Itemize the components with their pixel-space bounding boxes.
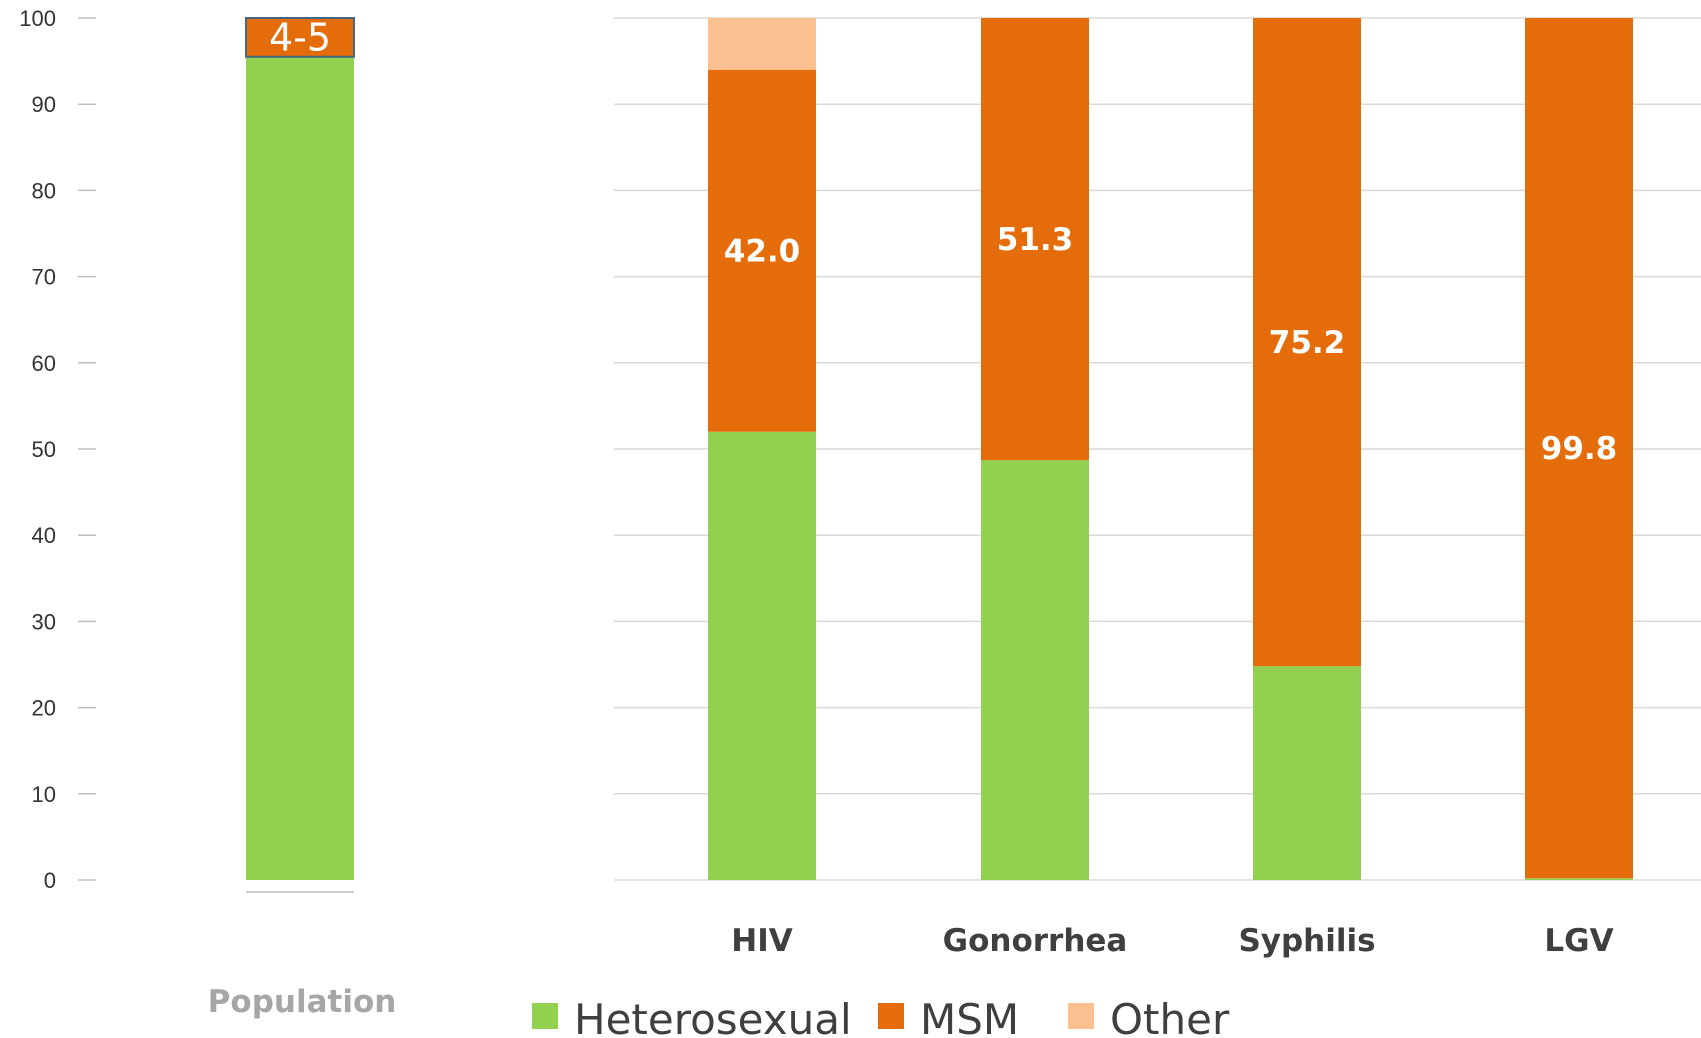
- legend-label: MSM: [920, 995, 1019, 1038]
- data-label: 99.8: [1541, 431, 1618, 467]
- y-tick-label: 90: [32, 92, 56, 117]
- bar-segment-msm: [1253, 18, 1361, 667]
- legend-swatch: [532, 1003, 558, 1029]
- y-tick-label: 60: [32, 351, 56, 376]
- bar-segment-msm: [708, 69, 816, 432]
- y-tick-label: 30: [32, 609, 56, 634]
- category-label: Syphilis: [1238, 923, 1375, 959]
- category-label: HIV: [731, 923, 792, 959]
- data-labels: 4-5 42.0 51.3 75.2 99.8: [269, 15, 1617, 467]
- data-label: 75.2: [1269, 325, 1346, 361]
- y-tick-label: 70: [32, 265, 56, 290]
- category-label: LGV: [1544, 923, 1613, 959]
- bar-segment-heterosexual: [708, 431, 816, 880]
- bars: [245, 17, 1633, 893]
- legend-label: Heterosexual: [574, 995, 852, 1038]
- legend: Heterosexual MSM Other: [532, 995, 1230, 1038]
- legend-swatch: [878, 1003, 904, 1029]
- y-tick-label: 100: [19, 6, 56, 31]
- bar-segment-heterosexual: [1253, 666, 1361, 880]
- bar-segment-heterosexual: [1525, 878, 1633, 880]
- y-tick-label: 0: [44, 868, 56, 893]
- x-axis: Population HIV Gonorrhea Syphilis LGV: [208, 923, 1614, 1020]
- category-label: Gonorrhea: [943, 923, 1128, 959]
- y-tick-label: 80: [32, 178, 56, 203]
- bar-segment-msm: [981, 18, 1089, 461]
- population-data-label: 4-5: [269, 15, 331, 59]
- y-tick-label: 50: [32, 437, 56, 462]
- population-category-label: Population: [208, 984, 397, 1020]
- bar-segment-other: [708, 18, 816, 70]
- population-bar-segment: [245, 17, 355, 58]
- y-tick-label: 40: [32, 523, 56, 548]
- y-axis: 0 10 20 30 40 50 60 70 80 90 100: [19, 6, 96, 893]
- y-tick-label: 20: [32, 696, 56, 721]
- bar-segment-heterosexual: [981, 460, 1089, 880]
- y-tick-label: 10: [32, 782, 56, 807]
- data-label: 51.3: [997, 222, 1074, 258]
- legend-label: Other: [1110, 995, 1230, 1038]
- data-label: 42.0: [724, 234, 801, 270]
- population-bar-segment: [246, 56, 354, 881]
- legend-swatch: [1068, 1003, 1094, 1029]
- bar-segment-msm: [1525, 18, 1633, 879]
